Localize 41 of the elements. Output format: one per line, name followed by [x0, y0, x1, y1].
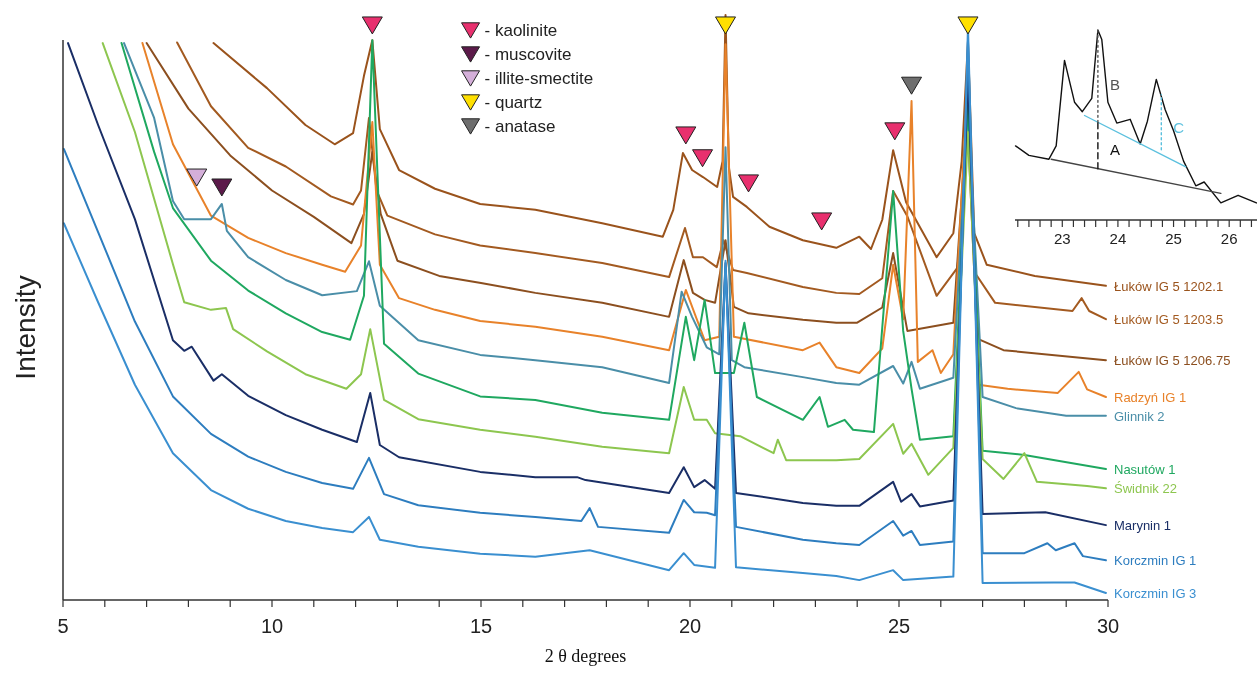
y-axis-title: Intensity	[10, 275, 41, 380]
point	[811, 212, 833, 231]
x-tick-label: 24	[1109, 230, 1127, 247]
series-label: Radzyń IG 1	[1114, 390, 1187, 406]
point	[692, 149, 714, 168]
series-label: B	[1109, 76, 1120, 94]
series-label: Glinnik 2	[1114, 408, 1165, 424]
point	[957, 16, 979, 35]
series-label: Łuków IG 5 1206.75	[1114, 353, 1231, 369]
series-label: C	[1173, 118, 1185, 136]
x-tick-label: 30	[1096, 615, 1120, 637]
x-axis-title: 2 θ degrees	[544, 646, 627, 666]
legend-label: - kaolinite	[484, 21, 558, 40]
series-label: Świdnik 22	[1114, 481, 1177, 497]
point	[738, 174, 760, 193]
x-tick-label: 20	[678, 615, 702, 637]
point	[361, 16, 383, 35]
x-tick-label: 15	[469, 615, 493, 637]
series-label: A	[1109, 141, 1120, 159]
legend-label: - anatase	[484, 117, 556, 136]
x-tick-label: 26	[1220, 230, 1238, 247]
point	[715, 16, 737, 35]
point	[211, 178, 233, 197]
x-tick-label: 5	[57, 615, 69, 637]
x-tick-label: 25	[887, 615, 911, 637]
series-label: Korczmin IG 3	[1114, 585, 1197, 601]
x-tick-label: 23	[1053, 230, 1071, 247]
point	[901, 76, 923, 95]
x-tick-label: 25	[1165, 230, 1182, 247]
series-label: Łuków IG 5 1203.5	[1114, 312, 1224, 328]
series-label: Nasutów 1	[1114, 461, 1176, 477]
series-label: Marynin 1	[1114, 518, 1172, 534]
series-label: Łuków IG 5 1202.1	[1114, 278, 1224, 294]
point	[675, 126, 697, 145]
legend-label: - illite-smectite	[484, 69, 594, 88]
legend-label: - quartz	[484, 93, 543, 112]
series-label: Korczmin IG 1	[1114, 553, 1197, 569]
x-tick-label: 10	[260, 615, 284, 637]
legend-label: - muscovite	[484, 45, 572, 64]
point	[884, 122, 906, 141]
point	[186, 168, 208, 187]
